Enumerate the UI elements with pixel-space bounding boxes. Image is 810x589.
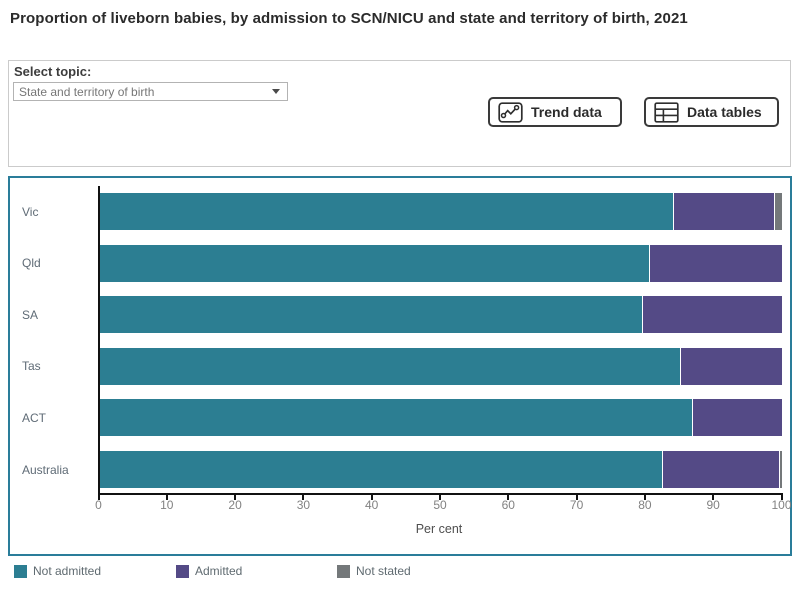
table-icon bbox=[654, 102, 679, 123]
legend-label: Not admitted bbox=[33, 564, 101, 578]
bar-row bbox=[100, 451, 783, 488]
bar-segment-admitted[interactable] bbox=[680, 348, 782, 385]
category-label: SA bbox=[22, 308, 38, 322]
axis-tick-label: 80 bbox=[638, 498, 651, 512]
bar-row bbox=[100, 399, 783, 436]
axis-tick-label: 40 bbox=[365, 498, 378, 512]
bar-segment-not-admitted[interactable] bbox=[100, 193, 674, 230]
bar-segment-not-admitted[interactable] bbox=[100, 348, 681, 385]
axis-tick-label: 50 bbox=[433, 498, 446, 512]
trend-data-button[interactable]: Trend data bbox=[488, 97, 622, 127]
bar-row bbox=[100, 348, 783, 385]
plot-area: Vic Qld SA Tas ACT Australia 0 10 20 30 40 50 60 70 80… bbox=[10, 178, 790, 554]
legend-swatch bbox=[176, 565, 189, 578]
y-axis-line bbox=[98, 186, 100, 493]
category-label: Vic bbox=[22, 205, 38, 219]
bar-segment-admitted[interactable] bbox=[642, 296, 782, 333]
legend-label: Not stated bbox=[356, 564, 411, 578]
axis-tick-label: 70 bbox=[570, 498, 583, 512]
legend-item-not-admitted[interactable]: Not admitted bbox=[14, 564, 101, 578]
bar-row bbox=[100, 296, 783, 333]
line-chart-icon bbox=[498, 102, 523, 123]
page: Proportion of liveborn babies, by admiss… bbox=[0, 0, 810, 589]
bar-segment-admitted[interactable] bbox=[673, 193, 773, 230]
bar-segment-not-admitted[interactable] bbox=[100, 296, 643, 333]
chevron-down-icon bbox=[272, 89, 280, 94]
topic-dropdown-value: State and territory of birth bbox=[14, 85, 272, 99]
controls-panel: Select topic: State and territory of bir… bbox=[8, 60, 791, 167]
bar-segment-not-stated[interactable] bbox=[774, 193, 783, 230]
page-title: Proportion of liveborn babies, by admiss… bbox=[10, 10, 790, 27]
topic-dropdown[interactable]: State and territory of birth bbox=[13, 82, 288, 101]
axis-tick-label: 90 bbox=[707, 498, 720, 512]
bar-segment-admitted[interactable] bbox=[692, 399, 782, 436]
trend-data-button-label: Trend data bbox=[531, 104, 602, 120]
category-label: Qld bbox=[22, 256, 41, 270]
axis-tick-label: 100 bbox=[771, 498, 791, 512]
category-label: Tas bbox=[22, 359, 41, 373]
bar-segment-admitted[interactable] bbox=[662, 451, 779, 488]
axis-tick-label: 0 bbox=[95, 498, 102, 512]
data-tables-button-label: Data tables bbox=[687, 104, 762, 120]
bar-segment-not-stated[interactable] bbox=[779, 451, 782, 488]
axis-tick-label: 60 bbox=[502, 498, 515, 512]
legend-item-not-stated[interactable]: Not stated bbox=[337, 564, 411, 578]
select-topic-label: Select topic: bbox=[14, 64, 91, 79]
legend-swatch bbox=[337, 565, 350, 578]
axis-tick-label: 10 bbox=[160, 498, 173, 512]
data-tables-button[interactable]: Data tables bbox=[644, 97, 779, 127]
legend-item-admitted[interactable]: Admitted bbox=[176, 564, 242, 578]
category-label: ACT bbox=[22, 411, 46, 425]
bar-row bbox=[100, 193, 783, 230]
chart-panel: Vic Qld SA Tas ACT Australia 0 10 20 30 40 50 60 70 80… bbox=[8, 176, 792, 556]
bar-segment-not-admitted[interactable] bbox=[100, 245, 650, 282]
bar-segment-admitted[interactable] bbox=[649, 245, 782, 282]
legend-swatch bbox=[14, 565, 27, 578]
category-label: Australia bbox=[22, 463, 69, 477]
bar-row bbox=[100, 245, 783, 282]
bar-segment-not-admitted[interactable] bbox=[100, 399, 693, 436]
x-axis-title: Per cent bbox=[416, 522, 463, 536]
bar-segment-not-admitted[interactable] bbox=[100, 451, 662, 488]
legend-label: Admitted bbox=[195, 564, 242, 578]
axis-tick-label: 20 bbox=[228, 498, 241, 512]
chart-legend: Not admitted Admitted Not stated bbox=[14, 564, 634, 580]
axis-tick-label: 30 bbox=[297, 498, 310, 512]
